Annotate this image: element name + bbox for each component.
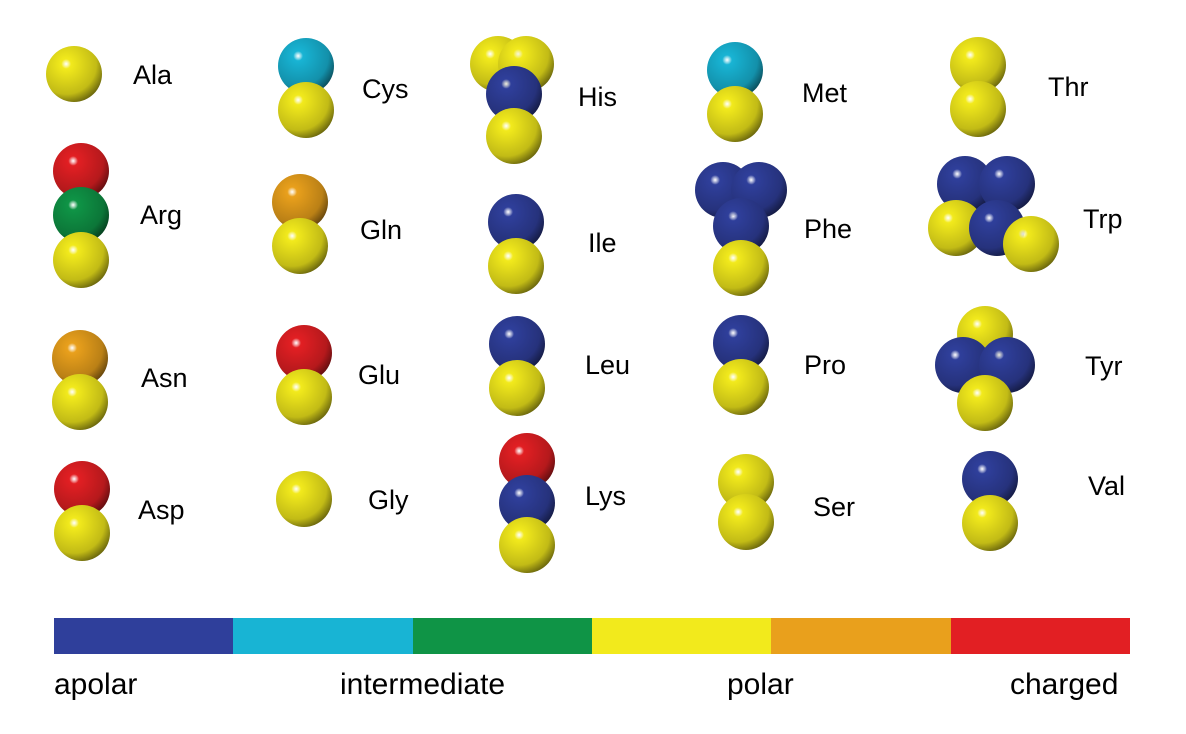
residue-label-lys: Lys <box>585 481 627 511</box>
residue-label-asn: Asn <box>141 363 188 393</box>
residue-label-val: Val <box>1088 471 1126 501</box>
residue-label-met: Met <box>802 78 848 108</box>
bead-polar <box>52 374 108 430</box>
bead-apolar <box>979 156 1035 212</box>
bead-charged <box>54 461 110 517</box>
residue-label-ser: Ser <box>813 492 856 522</box>
residue-label-tyr: Tyr <box>1085 351 1123 381</box>
bead-polar <box>962 495 1018 551</box>
bead-charged <box>499 433 555 489</box>
residue-label-phe: Phe <box>804 214 853 244</box>
scale-label-apolar: apolar <box>54 668 138 701</box>
scale-label-charged: charged <box>1010 668 1119 701</box>
residue-label-leu: Leu <box>585 350 631 380</box>
residue-label-gln: Gln <box>360 215 403 245</box>
scale-segment-polar_dark <box>771 618 951 654</box>
bead-polar <box>54 505 110 561</box>
scale-label-polar: polar <box>727 668 794 701</box>
bead-intermediate_dark <box>53 187 109 243</box>
bead-polar <box>950 37 1006 93</box>
bead-polar_dark <box>272 174 328 230</box>
bead-polar <box>53 232 109 288</box>
scale-label-intermediate: intermediate <box>340 668 506 701</box>
residue-label-his: His <box>578 82 617 112</box>
residue-label-gly: Gly <box>368 485 409 515</box>
bead-polar <box>718 454 774 510</box>
residue-label-ile: Ile <box>588 228 617 258</box>
bead-apolar <box>488 194 544 250</box>
bead-intermediate_light <box>278 38 334 94</box>
bead-polar <box>713 240 769 296</box>
bead-charged <box>53 143 109 199</box>
residue-label-glu: Glu <box>358 360 401 390</box>
residue-label-trp: Trp <box>1083 204 1123 234</box>
bead-polar <box>928 200 984 256</box>
residue-label-asp: Asp <box>138 495 185 525</box>
residue-label-ala: Ala <box>133 60 173 90</box>
bead-polar <box>499 517 555 573</box>
bead-polar_dark <box>52 330 108 386</box>
scale-segment-apolar <box>54 618 234 654</box>
residue-label-arg: Arg <box>140 200 183 230</box>
residue-label-pro: Pro <box>804 350 847 380</box>
bead-apolar <box>713 198 769 254</box>
bead-apolar <box>489 316 545 372</box>
bead-polar <box>486 108 542 164</box>
bead-intermediate_light <box>707 42 763 98</box>
bead-polar <box>278 82 334 138</box>
scale-segment-intermediate_dark <box>412 618 592 654</box>
bead-apolar <box>486 66 542 122</box>
bead-polar <box>957 375 1013 431</box>
bead-polar <box>276 471 332 527</box>
bead-charged <box>276 325 332 381</box>
bead-polar <box>950 81 1006 137</box>
bead-apolar <box>499 475 555 531</box>
bead-polar <box>707 86 763 142</box>
residue-label-thr: Thr <box>1048 72 1089 102</box>
bead-polar <box>718 494 774 550</box>
bead-apolar <box>962 451 1018 507</box>
scale-segment-intermediate_light <box>233 618 413 654</box>
scale-segment-charged <box>950 618 1130 654</box>
bead-polar <box>488 238 544 294</box>
polarity-color-scale <box>54 618 1130 654</box>
scale-segment-polar <box>591 618 772 654</box>
bead-polar <box>46 46 102 102</box>
bead-polar <box>276 369 332 425</box>
bead-polar <box>713 359 769 415</box>
bead-apolar <box>713 315 769 371</box>
bead-apolar <box>937 156 993 212</box>
bead-polar <box>489 360 545 416</box>
bead-polar <box>272 218 328 274</box>
bead-polar <box>1003 216 1059 272</box>
residue-label-cys: Cys <box>362 74 409 104</box>
